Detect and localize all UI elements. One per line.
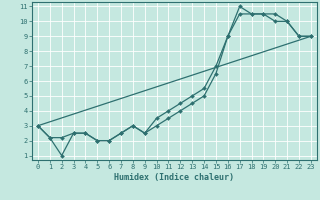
- X-axis label: Humidex (Indice chaleur): Humidex (Indice chaleur): [115, 173, 234, 182]
